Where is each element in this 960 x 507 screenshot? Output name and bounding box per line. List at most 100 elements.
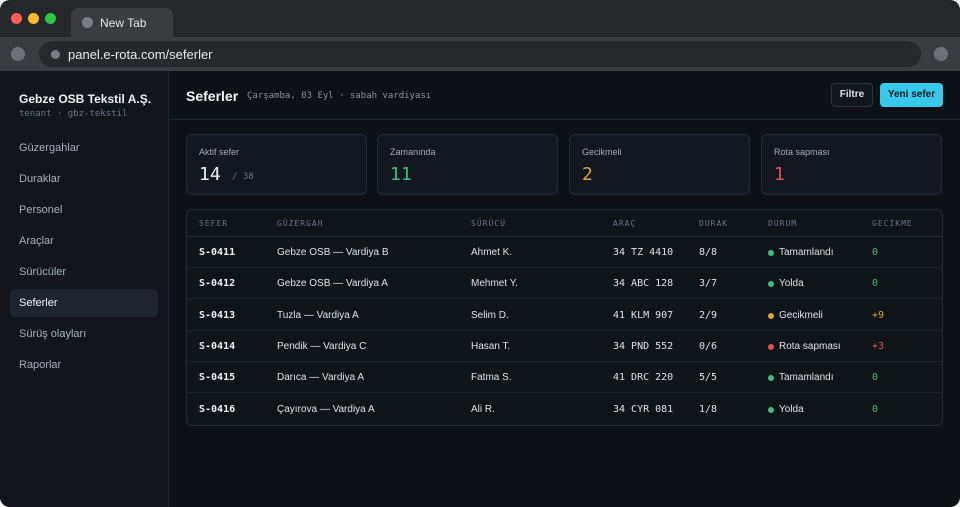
route-name: Tuzla — Vardiya A [277,309,359,321]
delay-value: 0 [872,372,879,384]
stat-value: 11 [390,164,412,185]
status-dot-icon [768,406,774,413]
table-row[interactable]: S-0415 Darıca — Vardiya A Fatma S. 41 DRC 2… [187,362,942,394]
column-header-gecikme[interactable]: GECİKME [872,219,913,228]
route-name: Gebze OSB — Vardiya A [277,278,388,290]
status-text: Yolda [779,403,804,415]
column-header-sefer[interactable]: SEFER [199,219,229,228]
sidebar-item-seferler[interactable]: Seferler [10,289,158,317]
column-header-arac[interactable]: ARAÇ [613,219,637,228]
route-name: Darıca — Vardiya A [277,372,365,384]
sidebar-item-surus-olaylari[interactable]: Sürüş olayları [19,328,87,340]
vehicle-plate: 41 KLM 907 [613,309,674,321]
status-text: Rota sapması [779,340,841,352]
trip-id: S-0411 [199,247,236,258]
stat-card-active: Aktif sefer 14 / 38 [186,134,367,195]
vehicle-plate: 41 DRC 220 [613,372,674,384]
status-dot-icon [768,343,774,350]
profile-icon[interactable] [934,47,948,61]
driver-name: Hasan T. [471,340,511,352]
stop-progress: 5/5 [699,372,718,384]
sidebar-item-guzergahlar[interactable]: Güzergahlar [19,142,80,154]
trip-id: S-0412 [199,278,236,290]
stat-label: Zamanında [390,147,436,157]
browser-titlebar: New Tab [0,0,960,37]
stat-value: 14 [199,164,221,185]
filter-button[interactable]: Filtre [831,83,873,107]
stat-value: 1 [774,164,785,185]
driver-name: Selim D. [471,309,509,321]
trips-table: SEFER GÜZERGAH SÜRÜCÜ ARAÇ DURAK DURUM G… [186,209,943,426]
stat-value: 2 [582,164,593,185]
stat-label: Aktif sefer [199,147,240,157]
table-header: SEFER GÜZERGAH SÜRÜCÜ ARAÇ DURAK DURUM G… [187,210,942,237]
vehicle-plate: 34 PND 552 [613,340,674,352]
page-header: Seferler Çarşamba, 03 Eyl · sabah vardiy… [170,71,960,120]
stat-card-route-deviation: Rota sapması 1 [761,134,942,195]
delay-value: +9 [872,309,885,321]
delay-value: +3 [872,340,885,352]
table-row[interactable]: S-0413 Tuzla — Vardiya A Selim D. 41 KLM 90… [187,300,942,331]
driver-name: Ahmet K. [471,247,513,258]
url-text: panel.e-rota.com/seferler [68,47,213,62]
table-row[interactable]: S-0414 Pendik — Vardiya C Hasan T. 34 PND 5… [187,331,942,362]
globe-icon [82,17,93,28]
table-row[interactable]: S-0411 Gebze OSB — Vardiya B Ahmet K. 34 TZ… [187,237,942,268]
maximize-window-button[interactable] [45,13,56,24]
browser-tab[interactable]: New Tab [71,8,173,37]
status-dot-icon [768,312,774,319]
back-icon[interactable] [11,47,25,61]
page-subtitle: Çarşamba, 03 Eyl · sabah vardiyası [247,91,432,101]
tab-title: New Tab [100,16,147,30]
status-text: Gecikmeli [779,309,823,321]
stat-card-delayed: Gecikmeli 2 [569,134,750,195]
close-window-button[interactable] [11,13,22,24]
stop-progress: 3/7 [699,278,718,290]
table-row[interactable]: S-0412 Gebze OSB — Vardiya A Mehmet Y. 34 A… [187,268,942,300]
stop-progress: 2/9 [699,309,718,321]
sidebar-item-personel[interactable]: Personel [19,204,63,216]
address-bar[interactable]: panel.e-rota.com/seferler [39,41,921,67]
sidebar-item-suruculer[interactable]: Sürücüler [19,266,67,278]
route-name: Gebze OSB — Vardiya B [277,247,389,258]
status-text: Tamamlandı [779,247,834,258]
vehicle-plate: 34 ABC 128 [613,278,674,290]
driver-name: Fatma S. [471,372,512,384]
vehicle-plate: 34 TZ 4410 [613,247,674,258]
driver-name: Mehmet Y. [471,278,518,290]
new-trip-button[interactable]: Yeni sefer [880,83,943,107]
column-header-guzergah[interactable]: GÜZERGAH [277,219,324,228]
status-dot-icon [768,250,774,256]
minimize-window-button[interactable] [28,13,39,24]
status-text: Yolda [779,278,804,290]
trip-id: S-0413 [199,309,236,321]
route-name: Pendik — Vardiya C [277,340,367,352]
org-name: Gebze OSB Tekstil A.Ş. [19,92,152,106]
column-header-surucu[interactable]: SÜRÜCÜ [471,219,506,228]
table-row[interactable]: S-0416 Çayırova — Vardiya A Ali R. 34 CYR 0… [187,394,942,425]
page-title: Seferler [186,88,239,104]
browser-toolbar: panel.e-rota.com/seferler [0,37,960,71]
delay-value: 0 [872,403,879,415]
driver-name: Ali R. [471,403,495,415]
column-header-durak[interactable]: DURAK [699,219,729,228]
sidebar-item-duraklar[interactable]: Duraklar [19,173,61,185]
delay-value: 0 [872,247,879,258]
sidebar-item-raporlar[interactable]: Raporlar [19,359,62,371]
stat-total: / 38 [232,172,254,182]
status-dot-icon [768,375,774,382]
trip-id: S-0415 [199,372,236,384]
lock-icon [51,50,60,59]
stat-label: Rota sapması [774,147,830,157]
tenant-label: tenant · gbz-tekstil [19,109,128,119]
sidebar-item-araclar[interactable]: Araçlar [19,235,54,247]
main-panel: Seferler Çarşamba, 03 Eyl · sabah vardiy… [170,71,960,507]
stat-label: Gecikmeli [582,147,622,157]
sidebar: Gebze OSB Tekstil A.Ş. tenant · gbz-teks… [0,71,169,507]
app-content: Gebze OSB Tekstil A.Ş. tenant · gbz-teks… [0,71,960,507]
delay-value: 0 [872,278,879,290]
column-header-durum[interactable]: DURUM [768,219,798,228]
status-dot-icon [768,281,774,288]
stop-progress: 8/8 [699,247,718,258]
